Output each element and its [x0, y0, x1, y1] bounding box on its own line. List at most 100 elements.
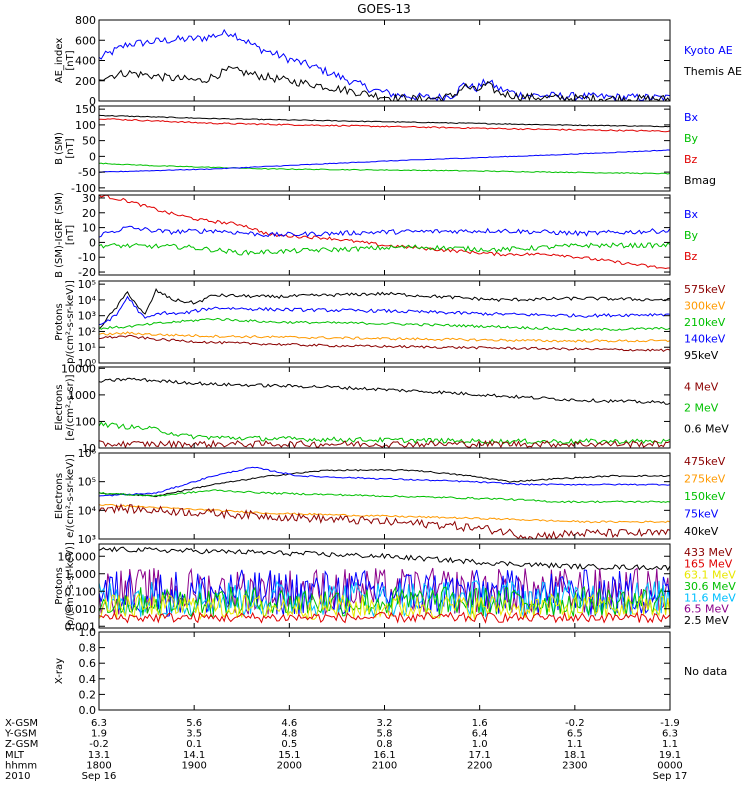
y-axis-label: Protons — [54, 567, 65, 604]
legend-entry: 95keV — [684, 349, 719, 362]
legend-entry: 165 MeV — [684, 557, 733, 570]
y-axis-label: [nT] — [65, 138, 76, 158]
legend-entry: 4 MeV — [684, 381, 719, 394]
ephemeris-value: 1.9 — [91, 729, 107, 740]
series-line-63-1-mev — [99, 585, 670, 618]
plot-title: GOES-13 — [357, 2, 411, 16]
y-tick-label: 10⁵ — [78, 476, 96, 489]
y-tick-label: 50 — [82, 135, 96, 148]
y-axis-label: Protons — [54, 303, 65, 340]
legend-entry: Bmag — [684, 174, 716, 187]
legend-entry: By — [684, 229, 699, 242]
ephemeris-value: 5.6 — [186, 718, 202, 729]
legend-entry: By — [684, 132, 699, 145]
panel-series-group — [99, 287, 670, 353]
panel-frame — [98, 366, 671, 449]
series-line-by — [99, 162, 670, 175]
ephemeris-value: 2100 — [372, 760, 397, 771]
ephemeris-value: 0.5 — [281, 739, 297, 750]
y-axis-label: e/(cm²-s-sr-keV)] — [65, 454, 76, 538]
y-tick-label: 0 — [89, 236, 96, 249]
panel-bsm: 150 100 50 0 -50 -100 B (SM) [nT] Bx By Bz Bmag — [54, 103, 716, 195]
legend-entry: Kyoto AE — [684, 44, 733, 57]
y-tick-label: 10⁵ — [78, 278, 96, 291]
y-axis-label: X-ray — [54, 658, 65, 684]
ephemeris-value: 13.1 — [88, 750, 110, 761]
series-line-bx — [99, 225, 670, 238]
ephemeris-value: 0000 — [657, 760, 682, 771]
legend-entry: 475keV — [684, 455, 726, 468]
ephemeris-value: 1900 — [181, 760, 206, 771]
panel-series-group — [99, 28, 670, 101]
y-axis-label: [nT] — [65, 50, 76, 70]
ephemeris-value: 1.0 — [472, 739, 488, 750]
y-tick-label: 10 — [82, 442, 96, 455]
legend-entry: 0.6 MeV — [684, 423, 729, 436]
ephemeris-row-label: X-GSM — [5, 718, 38, 729]
ephemeris-value: 1.6 — [472, 718, 488, 729]
ephemeris-value: 1.1 — [567, 739, 583, 750]
y-axis-label: [p/(cm²-s-sr-keV)] — [65, 542, 76, 630]
legend-entry: 300keV — [684, 300, 726, 313]
series-line-275kev — [99, 503, 670, 524]
legend-entry: Bx — [684, 111, 699, 124]
ephemeris-row-label: Z-GSM — [5, 739, 38, 750]
y-tick-label: 1.0 — [79, 626, 97, 639]
ephemeris-value: 1.1 — [662, 739, 678, 750]
y-tick-label: -20 — [78, 266, 96, 279]
ephemeris-row-label: 2010 — [5, 771, 30, 782]
y-tick-label: 100 — [75, 119, 96, 132]
panel-electrons_mev: 10000 1000 100 10 Electrons [e/(cm²-s-sr)] 4 M… — [54, 362, 729, 455]
panel-electrons_kev: 10⁶ 10⁵ 10⁴ 10³ Electrons e/(cm²-s-sr-keV)] 47… — [54, 447, 726, 546]
panel-frame — [98, 631, 671, 711]
y-tick-label: -10 — [78, 251, 96, 264]
legend-entry: 2.5 MeV — [684, 614, 729, 627]
legend-entry: Bx — [684, 208, 699, 221]
legend-entry: No data — [684, 665, 727, 678]
y-tick-label: -50 — [78, 166, 96, 179]
panel-series-group — [99, 466, 670, 539]
y-tick-label: 10⁶ — [78, 447, 97, 460]
ephemeris-value: 18.1 — [564, 750, 586, 761]
legend-entry: Bz — [684, 250, 698, 263]
y-tick-label: 200 — [75, 75, 96, 88]
y-axis-label: AE_index — [54, 38, 65, 84]
y-tick-label: 0.0 — [79, 704, 97, 717]
series-line-30-6-mev — [99, 580, 670, 618]
ephemeris-value: -1.9 — [660, 718, 680, 729]
ephemeris-value: 6.4 — [472, 729, 488, 740]
series-line-bz — [99, 195, 670, 270]
y-tick-label: 10⁰ — [78, 357, 97, 370]
y-axis-label: B (SM) — [54, 132, 65, 165]
panel-protons_mev: 10.000 1.000 0.100 0.010 0.001 Protons [p/(cm²… — [54, 542, 736, 633]
panel-series-group — [99, 377, 670, 448]
series-line-75kev — [99, 466, 670, 497]
legend-entry: Bz — [684, 153, 698, 166]
ephemeris-value: -0.2 — [565, 718, 585, 729]
legend-entry: Themis AE — [683, 65, 742, 78]
ephemeris-value: Sep 17 — [653, 771, 688, 782]
ephemeris-value: 6.5 — [567, 729, 583, 740]
panel-frame — [98, 543, 671, 629]
panel-bigrf: 30 20 100 -10 -20 B (SM)-IGRF (SM) [nT] Bx By Bz — [54, 192, 699, 279]
panel-protons_kev: 10⁵ 10⁴ 10³ 10² 10¹ 10⁰ Protons p/(cm²-s-sr-keV… — [54, 278, 726, 370]
y-tick-label: 10 — [82, 222, 96, 235]
y-tick-label: 10.000 — [58, 550, 97, 563]
legend-entry: 433 MeV — [684, 546, 733, 559]
ephemeris-value: 15.1 — [278, 750, 300, 761]
series-line-140kev — [99, 295, 670, 326]
panel-series-group — [99, 546, 670, 624]
y-tick-label: 10³ — [78, 310, 96, 323]
ephemeris-value: Sep 16 — [82, 771, 117, 782]
y-tick-label: 0.4 — [79, 673, 97, 686]
y-tick-label: 10⁴ — [78, 504, 97, 517]
legend-entry: 275keV — [684, 473, 726, 486]
panel-series-group — [99, 114, 670, 175]
y-axis-label: B (SM)-IGRF (SM) — [54, 192, 65, 278]
ephemeris-value: 5.8 — [377, 729, 393, 740]
ephemeris-row-label: Y-GSM — [4, 729, 37, 740]
y-tick-label: 0 — [89, 95, 96, 108]
y-tick-label: 1.000 — [65, 568, 97, 581]
